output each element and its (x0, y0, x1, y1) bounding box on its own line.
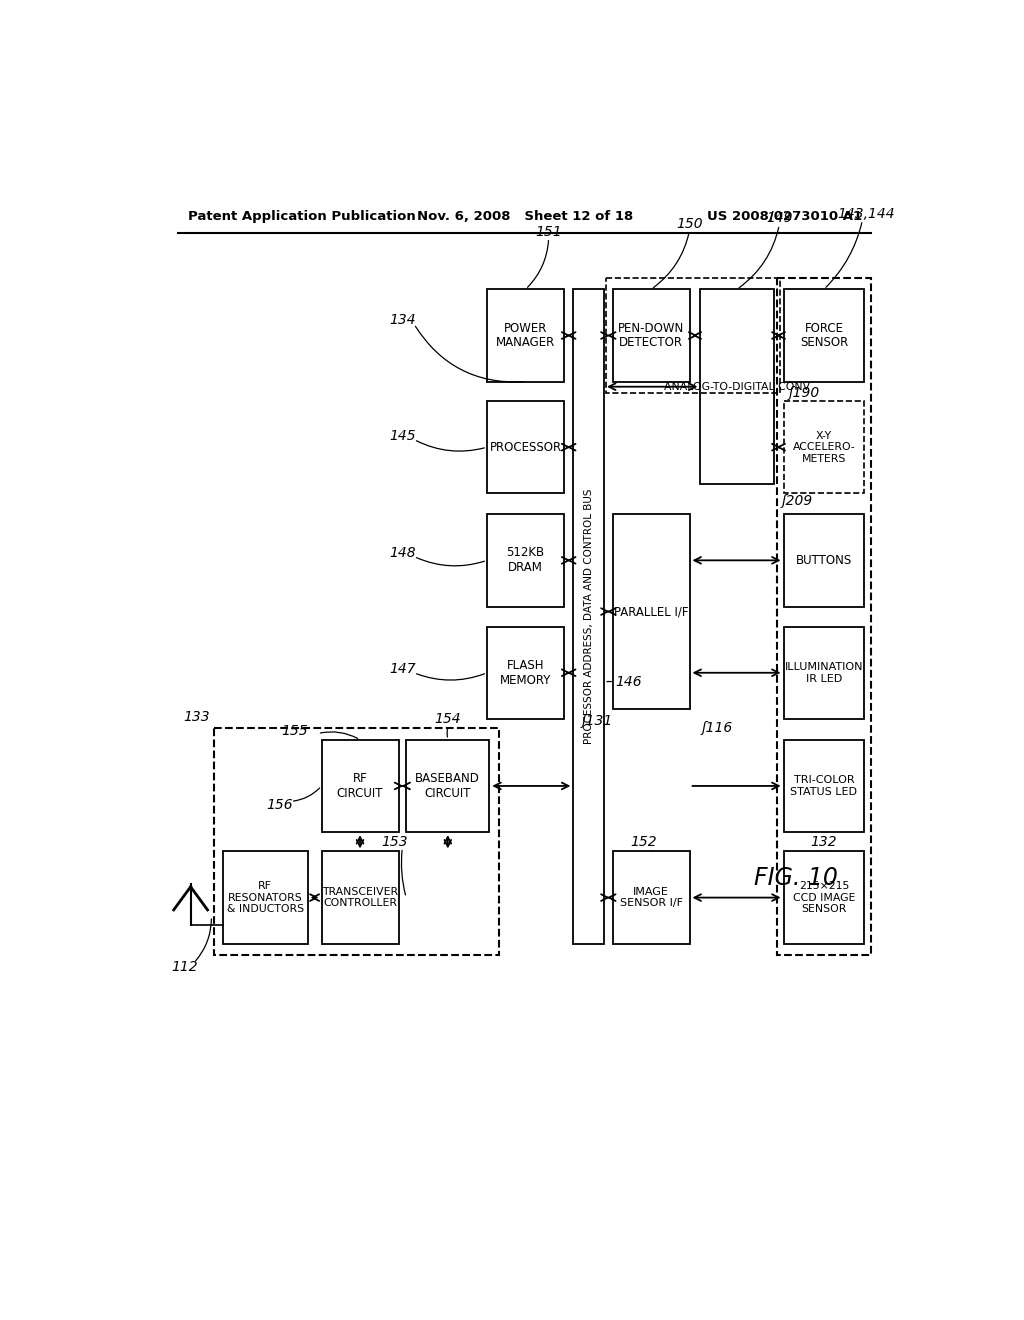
Text: 155: 155 (281, 723, 307, 738)
Text: POWER
MANAGER: POWER MANAGER (496, 322, 555, 350)
Bar (322, 739, 398, 832)
Bar (783, 627, 864, 719)
Text: PROCESSOR: PROCESSOR (489, 441, 561, 454)
Text: 153: 153 (381, 836, 408, 849)
Text: PEN-DOWN
DETECTOR: PEN-DOWN DETECTOR (617, 322, 684, 350)
Text: 146: 146 (615, 675, 642, 689)
Text: 150: 150 (676, 216, 702, 231)
Text: 132: 132 (811, 836, 838, 849)
Text: ILLUMINATION
IR LED: ILLUMINATION IR LED (784, 661, 863, 684)
Text: 215×215
CCD IMAGE
SENSOR: 215×215 CCD IMAGE SENSOR (793, 880, 855, 915)
Bar (407, 739, 489, 832)
Text: ANALOG-TO-DIGITAL CONV: ANALOG-TO-DIGITAL CONV (664, 381, 810, 392)
Bar (223, 851, 307, 944)
Bar (777, 277, 870, 956)
Text: PARALLEL I/F: PARALLEL I/F (613, 605, 688, 618)
Bar (612, 515, 689, 709)
Text: 154: 154 (434, 711, 461, 726)
Text: FIG. 10: FIG. 10 (755, 866, 838, 891)
Bar (783, 851, 864, 944)
Bar (783, 739, 864, 832)
Bar (487, 515, 564, 607)
Bar (606, 277, 779, 393)
Text: 156: 156 (266, 799, 293, 812)
Text: X-Y
ACCELERO-
METERS: X-Y ACCELERO- METERS (793, 430, 855, 463)
Text: TRI-COLOR
STATUS LED: TRI-COLOR STATUS LED (791, 775, 857, 797)
Text: 133: 133 (183, 710, 210, 723)
Text: US 2008/0273010 A1: US 2008/0273010 A1 (707, 210, 862, 223)
Text: FORCE
SENSOR: FORCE SENSOR (800, 322, 848, 350)
Text: BASEBAND
CIRCUIT: BASEBAND CIRCUIT (416, 772, 480, 800)
Bar (487, 627, 564, 719)
Bar (322, 851, 398, 944)
Text: ʃ116: ʃ116 (701, 721, 732, 735)
Bar (487, 401, 564, 494)
Bar (783, 515, 864, 607)
Bar (214, 729, 499, 956)
Text: ʃ190: ʃ190 (788, 387, 820, 400)
Bar (783, 401, 864, 494)
Bar (783, 289, 864, 381)
Text: 145: 145 (389, 429, 416, 442)
Text: 112: 112 (171, 960, 198, 974)
Bar (573, 289, 604, 944)
Bar (612, 289, 689, 381)
Text: 512KB
DRAM: 512KB DRAM (507, 546, 545, 574)
Text: FLASH
MEMORY: FLASH MEMORY (500, 659, 551, 686)
Bar (612, 851, 689, 944)
Text: 149: 149 (766, 211, 793, 226)
Text: TRANSCEIVER
CONTROLLER: TRANSCEIVER CONTROLLER (322, 887, 398, 908)
Text: RF
CIRCUIT: RF CIRCUIT (337, 772, 383, 800)
Text: 148: 148 (389, 545, 416, 560)
Text: RF
RESONATORS
& INDUCTORS: RF RESONATORS & INDUCTORS (226, 880, 304, 915)
Text: ʃ209: ʃ209 (781, 494, 812, 508)
Text: Patent Application Publication: Patent Application Publication (188, 210, 416, 223)
Text: 147: 147 (389, 661, 416, 676)
Text: 152: 152 (630, 836, 656, 849)
Text: PROCESSOR ADDRESS, DATA AND CONTROL BUS: PROCESSOR ADDRESS, DATA AND CONTROL BUS (584, 488, 594, 744)
Bar (487, 289, 564, 381)
Text: 143,144: 143,144 (838, 207, 895, 220)
Bar (700, 289, 773, 484)
Text: IMAGE
SENSOR I/F: IMAGE SENSOR I/F (620, 887, 683, 908)
Text: BUTTONS: BUTTONS (796, 554, 852, 566)
Text: 151: 151 (536, 224, 562, 239)
Text: Nov. 6, 2008   Sheet 12 of 18: Nov. 6, 2008 Sheet 12 of 18 (417, 210, 633, 223)
Text: ʃ131: ʃ131 (582, 714, 612, 727)
Text: 134: 134 (389, 313, 416, 327)
